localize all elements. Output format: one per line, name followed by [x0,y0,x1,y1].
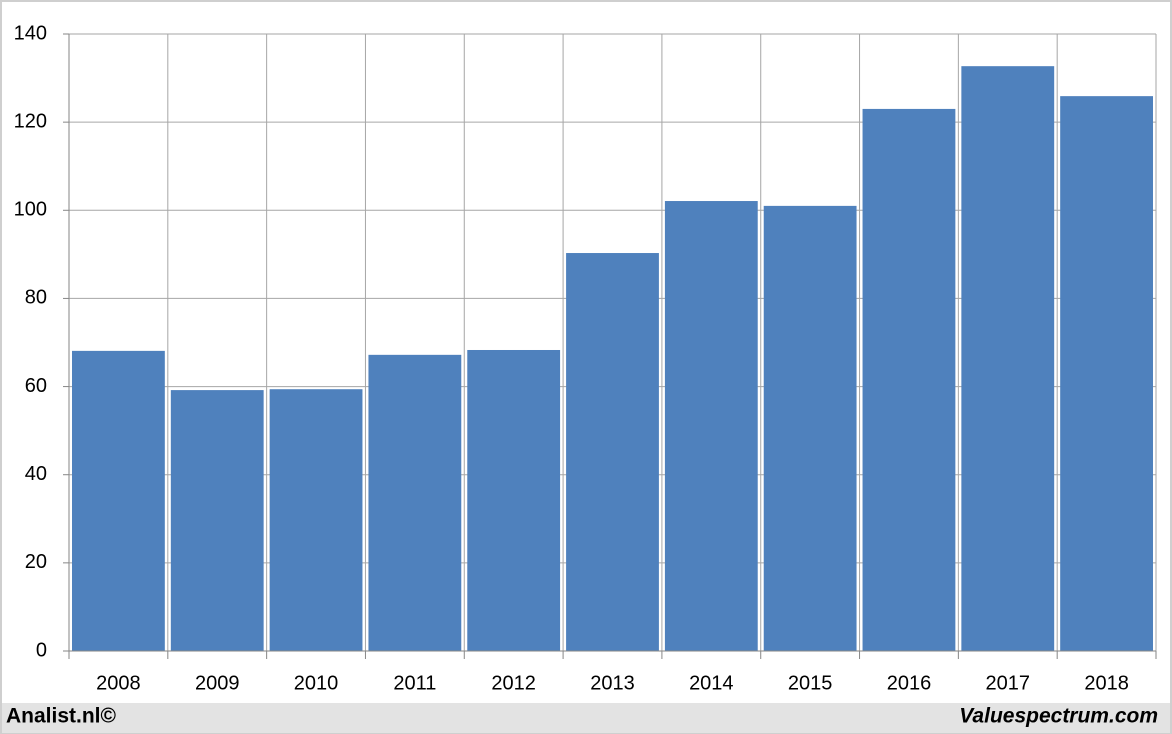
source-right: Valuespectrum.com [959,705,1158,728]
y-tick-label: 80 [25,287,47,309]
bar [467,349,561,651]
y-tick-label: 0 [36,639,47,661]
x-tick-label: 2011 [393,672,436,694]
x-tick-label: 2012 [491,672,536,694]
bar [566,253,659,651]
y-tick-label: 20 [25,551,47,573]
x-tick-label: 2018 [1084,672,1129,694]
y-tick-label: 140 [14,22,47,44]
bar [763,205,857,651]
x-tick-label: 2010 [294,672,339,694]
bar [961,66,1055,652]
x-tick-label: 2009 [195,672,240,694]
source-left: Analist.nl© [6,705,117,728]
y-tick-label: 60 [25,375,47,397]
x-tick-label: 2016 [887,672,932,694]
y-tick-label: 40 [25,463,47,485]
x-tick-label: 2014 [689,672,734,694]
x-tick-label: 2008 [96,672,141,694]
bar [170,390,264,651]
y-tick-label: 120 [14,110,47,132]
x-tick-label: 2015 [788,672,833,694]
x-tick-label: 2013 [590,672,635,694]
bar [72,350,165,651]
bar [1060,96,1153,651]
bar [862,108,956,651]
x-tick-label: 2017 [986,672,1031,694]
y-tick-label: 100 [14,199,47,221]
footer-strip [2,703,1170,733]
bar [664,201,758,652]
bar [269,389,363,651]
bar [368,354,462,651]
